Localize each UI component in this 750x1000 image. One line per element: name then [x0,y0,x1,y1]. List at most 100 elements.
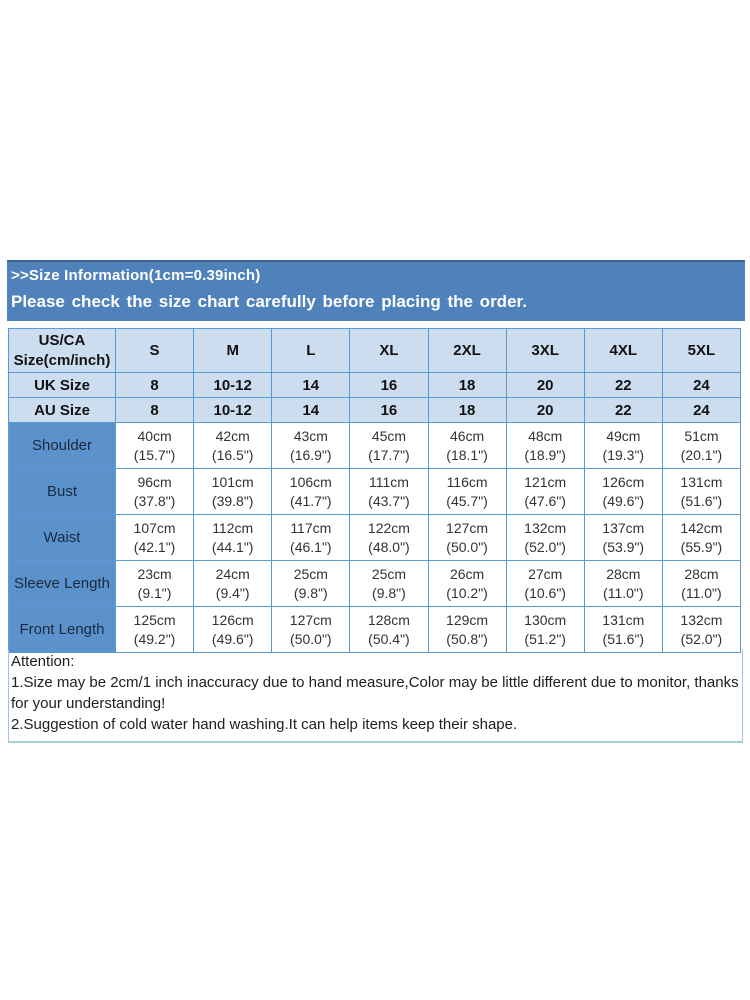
size-value-cell: 10-12 [193,372,273,398]
inch-value: (49.6") [602,492,645,509]
cm-value: 45cm [371,427,407,444]
cm-value: 126cm [211,611,254,628]
measure-value-cell: 121cm (47.6") [505,468,585,515]
cm-value: 112cm [212,519,254,536]
inch-value: (51.6") [602,630,645,647]
inch-value: (50.8") [446,630,488,647]
measure-row: Front Length 125cm (49.2") 126cm (49.6") 127c… [8,606,742,653]
measure-row: Bust 96cm (37.8") 101cm (39.8") 106cm (41.7") 1… [8,468,742,515]
measure-row-label: Bust [8,468,116,515]
measure-value-cell: 106cm (41.7") [271,468,351,515]
inch-value: (11.0") [603,584,644,601]
measure-value-cell: 40cm (15.7") [114,422,195,469]
measure-value-cell: 130cm (51.2") [505,606,585,653]
cm-value: 101cm [211,473,254,490]
inch-value: (44.1") [211,538,254,555]
size-column-header: 3XL [505,328,585,373]
measure-row-label: Front Length [8,606,116,653]
inch-value: (18.9") [524,446,566,463]
measure-value-cell: 132cm (52.0") [661,606,742,653]
cm-value: 46cm [449,427,485,444]
measure-row: Sleeve Length 23cm (9.1") 24cm (9.4") 25cm (9.… [8,560,742,607]
cm-value: 25cm [293,565,328,582]
size-column-header: 5XL [661,328,742,373]
size-value-cell: 16 [349,372,429,398]
inch-value: (46.1") [290,538,332,555]
cm-value: 132cm [680,611,723,628]
measure-value-cell: 129cm (50.8") [427,606,507,653]
attention-title: Attention: [11,653,75,670]
header-row: US/CA Size(cm/inch) S M L XL 2XL 3XL 4XL 5XL [8,328,742,373]
size-value-cell: 22 [583,397,663,423]
cm-value: 125cm [133,611,176,628]
measure-value-cell: 127cm (50.0") [427,514,507,561]
inch-value: (15.7") [133,446,176,463]
cm-value: 49cm [606,427,641,444]
cm-value: 107cm [133,519,176,536]
inch-value: (17.7") [368,446,410,463]
size-row: AU Size 8 10-12 14 16 18 20 22 24 [8,397,742,423]
attention-note-1: 1.Size may be 2cm/1 inch inaccuracy due … [11,674,739,712]
cm-value: 127cm [446,519,489,536]
measure-value-cell: 46cm (18.1") [427,422,507,469]
measure-row-label: Sleeve Length [8,560,116,607]
inch-value: (9.1") [137,584,172,601]
size-column-header: L [271,328,351,373]
size-value-cell: 22 [583,372,663,398]
inch-value: (51.2") [524,630,566,647]
cm-value: 128cm [367,611,410,628]
attention-box: Attention: 1.Size may be 2cm/1 inch inac… [8,650,743,743]
cm-value: 51cm [684,427,719,444]
measure-value-cell: 128cm (50.4") [349,606,429,653]
cm-value: 40cm [137,427,172,444]
inch-value: (37.8") [133,492,176,509]
header-label-line: Size(cm/inch) [13,351,111,369]
cm-value: 117cm [290,519,332,536]
measure-row: Waist 107cm (42.1") 112cm (44.1") 117cm (46.1"… [8,514,742,561]
size-value-cell: 20 [505,397,585,423]
inch-value: (43.7") [368,492,410,509]
measure-row-label: Waist [8,514,116,561]
inch-value: (52.0") [680,630,723,647]
inch-value: (49.2") [133,630,176,647]
cm-value: 42cm [215,427,250,444]
size-table: US/CA Size(cm/inch) S M L XL 2XL 3XL 4XL 5XL UK S… [8,328,742,653]
measure-value-cell: 111cm (43.7") [349,468,429,515]
cm-value: 23cm [137,565,172,582]
size-table-body: UK Size 8 10-12 14 16 18 20 22 24 AU Size 8 10-12 14… [8,372,742,653]
inch-value: (42.1") [133,538,176,555]
inch-value: (53.9") [602,538,645,555]
cm-value: 126cm [602,473,645,490]
inch-value: (11.0") [681,584,722,601]
cm-value: 121cm [524,473,567,490]
measure-value-cell: 26cm (10.2") [427,560,507,607]
inch-value: (10.2") [446,584,488,601]
measure-value-cell: 127cm (50.0") [271,606,351,653]
cm-value: 26cm [449,565,485,582]
inch-value: (19.3") [602,446,645,463]
size-value-cell: 14 [271,397,351,423]
inch-value: (48.0") [368,538,410,555]
inch-value: (10.6") [524,584,566,601]
size-column-header: XL [349,328,429,373]
measure-value-cell: 101cm (39.8") [193,468,273,515]
measure-value-cell: 45cm (17.7") [349,422,429,469]
size-row: UK Size 8 10-12 14 16 18 20 22 24 [8,372,742,398]
cm-value: 130cm [524,611,567,628]
cm-value: 122cm [367,519,410,536]
measure-value-cell: 107cm (42.1") [114,514,195,561]
measure-value-cell: 27cm (10.6") [505,560,585,607]
inch-value: (47.6") [524,492,566,509]
cm-value: 127cm [289,611,332,628]
inch-value: (16.5") [211,446,254,463]
measure-row-label: Shoulder [8,422,116,469]
size-value-cell: 18 [427,372,507,398]
banner-subtitle: Please check the size chart carefully be… [11,292,527,311]
size-table-head: US/CA Size(cm/inch) S M L XL 2XL 3XL 4XL 5XL [8,328,742,373]
inch-value: (16.9") [290,446,332,463]
inch-value: (9.4") [215,584,250,601]
cm-value: 131cm [680,473,723,490]
inch-value: (49.6") [211,630,254,647]
inch-value: (20.1") [680,446,723,463]
